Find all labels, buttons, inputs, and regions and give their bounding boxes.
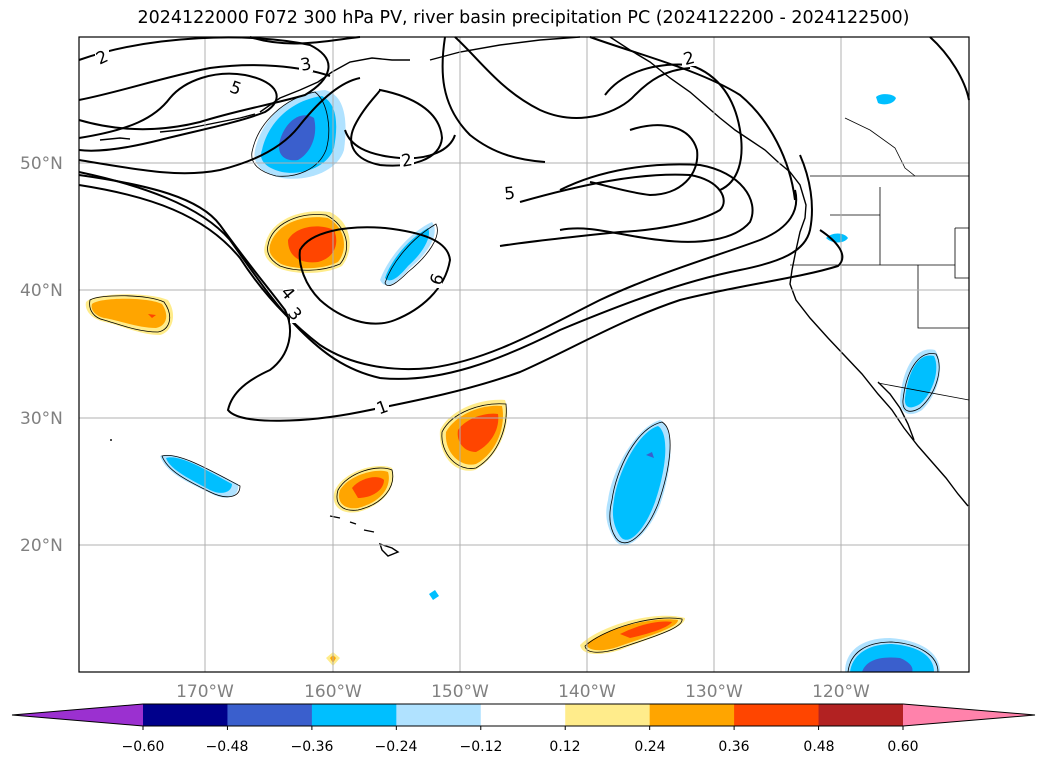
coastlines: [99, 36, 969, 557]
pv-contour-labels: 2 3 5 2 2 5 4 3 6 1: [93, 47, 697, 420]
lat-label: 20°N: [20, 536, 63, 556]
map-area: [79, 37, 969, 672]
colorbar: [11, 703, 1036, 730]
colorbar-extend-max: [903, 704, 1035, 726]
cb-tick-label: −0.36: [291, 739, 334, 755]
colorbar-swatch: [734, 704, 820, 726]
lon-label: 170°W: [176, 682, 234, 702]
lat-label: 50°N: [20, 154, 63, 174]
latitude-labels: 50°N 40°N 30°N 20°N: [20, 154, 63, 556]
colorbar-swatch: [480, 704, 566, 726]
longitude-labels: 170°W 160°W 150°W 140°W 130°W 120°W: [176, 682, 870, 702]
colorbar-swatch: [565, 704, 651, 726]
cb-tick-label: 0.60: [887, 739, 918, 755]
cb-tick-label: 0.48: [803, 739, 834, 755]
colorbar-swatch: [396, 704, 482, 726]
colorbar-tick-labels: −0.60 −0.48 −0.36 −0.24 −0.12 0.12 0.24 …: [122, 739, 919, 755]
colorbar-extend-min: [12, 704, 143, 726]
pv-label: 3: [299, 54, 313, 76]
negative-precip-shading: [160, 90, 941, 672]
cb-tick-label: −0.48: [206, 739, 249, 755]
colorbar-swatch: [227, 704, 313, 726]
cb-tick-label: 0.36: [718, 739, 749, 755]
lat-label: 40°N: [20, 281, 63, 301]
lon-label: 160°W: [304, 682, 362, 702]
lon-label: 150°W: [431, 682, 489, 702]
cb-tick-label: −0.12: [460, 739, 503, 755]
cb-tick-label: 0.12: [549, 739, 580, 755]
pv-label: 2: [681, 48, 697, 70]
colorbar-swatch: [143, 704, 228, 726]
cb-tick-label: −0.60: [122, 739, 165, 755]
borders: [790, 117, 970, 401]
colorbar-swatch: [311, 704, 397, 726]
map-frame: [78, 36, 970, 673]
plot-title: 2024122000 F072 300 hPa PV, river basin …: [137, 8, 910, 28]
gridlines: [79, 37, 969, 672]
pv-label: 5: [503, 184, 516, 205]
colorbar-swatch: [649, 704, 735, 726]
lon-label: 120°W: [812, 682, 870, 702]
lat-label: 30°N: [20, 409, 63, 429]
colorbar-swatch: [818, 704, 904, 726]
lon-label: 140°W: [558, 682, 616, 702]
lon-label: 130°W: [685, 682, 743, 702]
pv-label: 2: [400, 150, 414, 172]
pv-contours: [78, 36, 970, 422]
cb-tick-label: 0.24: [634, 739, 665, 755]
precip-outlines: [89, 91, 940, 673]
cb-tick-label: −0.24: [375, 739, 418, 755]
